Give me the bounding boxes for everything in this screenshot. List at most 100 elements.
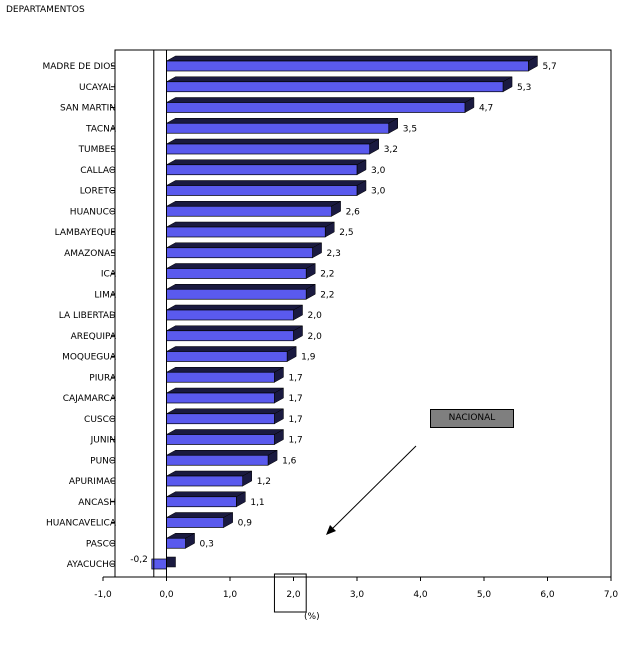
value-label: 5,7 (542, 62, 556, 72)
category-label: CAJAMARCA (63, 394, 117, 404)
bar (166, 102, 466, 113)
bar-side (166, 556, 176, 568)
value-label: 2,0 (308, 332, 323, 342)
bar-top (165, 512, 234, 518)
value-label: -0,2 (130, 555, 148, 565)
bar (166, 309, 294, 321)
category-label: JUNIN (90, 436, 116, 446)
bar (166, 268, 307, 279)
category-label: PASCO (86, 539, 116, 549)
value-label: 2,5 (339, 228, 353, 238)
x-tick-label: 4,0 (413, 590, 428, 600)
x-tick-label: 0,0 (159, 590, 174, 600)
bar-top (165, 242, 323, 248)
category-label: TACNA (85, 124, 117, 134)
x-tick-label: -1,0 (94, 590, 112, 600)
x-tick-label: 3,0 (350, 590, 365, 600)
category-label: UCAYALI (79, 83, 116, 93)
category-label: PUNO (90, 456, 116, 466)
bar-top (165, 55, 539, 62)
nacional-legend: NACIONAL (430, 409, 514, 428)
x-tick-label: 2,0 (286, 590, 301, 600)
bar-top (165, 284, 317, 290)
value-label: 2,0 (308, 311, 323, 321)
bar-top (165, 429, 285, 435)
value-label: 3,5 (403, 124, 417, 134)
category-label: SAN MARTIN (60, 104, 116, 114)
bar (166, 517, 225, 528)
bar (166, 81, 504, 93)
bar-top (165, 450, 279, 456)
value-label: 2,2 (320, 270, 334, 280)
x-tick-label: 5,0 (477, 590, 492, 600)
category-label: PIURA (89, 373, 117, 383)
bar (166, 330, 294, 342)
category-label: ANCASH (78, 498, 116, 508)
value-label: 3,0 (371, 166, 386, 176)
y-axis-title: DEPARTAMENTOS (6, 5, 85, 15)
bar-top (165, 201, 342, 207)
bar (166, 413, 275, 425)
value-label: 2,2 (320, 290, 334, 300)
nacional-marker (273, 573, 307, 613)
bar (166, 496, 237, 508)
category-label: LIMA (94, 290, 116, 300)
bar-top (165, 346, 298, 352)
nacional-arrow (329, 445, 417, 532)
category-label: MADRE DE DIOS (42, 62, 116, 72)
bar (166, 185, 358, 196)
bar-top (165, 118, 399, 124)
bar (166, 60, 529, 72)
value-label: 4,7 (479, 104, 493, 114)
bar-top (165, 387, 285, 394)
value-label: 1,7 (288, 394, 302, 404)
value-label: 3,2 (384, 145, 398, 155)
value-label: 2,6 (346, 207, 361, 217)
value-label: 5,3 (517, 83, 531, 93)
category-label: MOQUEGUA (62, 353, 117, 363)
arrow-head (326, 525, 336, 535)
bar-top (165, 97, 475, 103)
category-label: CUSCO (84, 415, 116, 425)
bar-top (165, 304, 304, 311)
bar (166, 454, 269, 466)
x-tick-label: 7,0 (604, 590, 619, 600)
category-label: LORETO (80, 187, 116, 197)
bar-top (165, 180, 367, 186)
value-label: 1,1 (250, 498, 264, 508)
bar (166, 164, 358, 176)
x-tick-label: 6,0 (540, 590, 555, 600)
value-label: 0,3 (200, 539, 214, 549)
x-axis-unit: (%) (304, 612, 320, 622)
value-label: 3,0 (371, 187, 386, 197)
bar-top (165, 408, 285, 414)
value-label: 2,3 (327, 249, 341, 259)
category-label: APURIMAC (69, 477, 116, 487)
bar-top (165, 470, 253, 477)
bar (166, 371, 275, 383)
category-label: CALLAO (80, 166, 116, 176)
value-label: 1,7 (288, 436, 302, 446)
bar-top (165, 138, 380, 145)
category-label: LAMBAYEQUE (55, 228, 117, 238)
bar-top (165, 159, 367, 165)
bar-top (165, 367, 285, 373)
bar (166, 288, 307, 300)
value-label: 0,9 (238, 519, 253, 529)
bar (166, 205, 332, 217)
value-label: 1,9 (301, 353, 316, 363)
category-label: AYACUCHO (67, 560, 116, 570)
category-label: AMAZONAS (64, 249, 116, 259)
bar (166, 537, 186, 549)
category-label: TUMBES (78, 145, 117, 155)
value-label: 1,7 (288, 373, 302, 383)
bar (166, 226, 326, 238)
bar (166, 392, 275, 404)
category-label: LA LIBERTAD (59, 311, 116, 321)
value-label: 1,7 (288, 415, 302, 425)
bar (166, 351, 288, 362)
bar (166, 122, 390, 134)
bar (166, 475, 244, 487)
value-label: 1,2 (257, 477, 271, 487)
